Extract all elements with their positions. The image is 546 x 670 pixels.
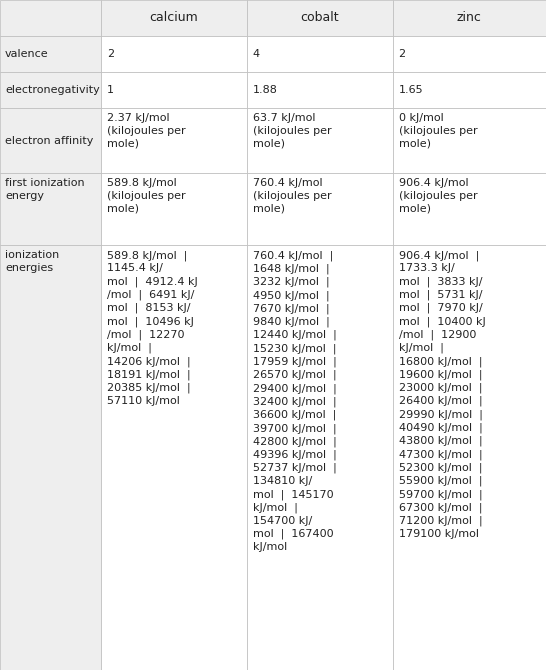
Text: 1.88: 1.88 [253, 85, 278, 95]
Bar [101, 174, 247, 245]
Bar [247, 0, 393, 36]
Bar [0, 0, 101, 36]
Bar [0, 108, 101, 174]
Bar [393, 72, 546, 108]
Text: 589.8 kJ/mol
(kilojoules per
mole): 589.8 kJ/mol (kilojoules per mole) [107, 178, 186, 214]
Bar [247, 72, 393, 108]
Text: ionization
energies: ionization energies [5, 250, 60, 273]
Text: 4: 4 [253, 49, 260, 59]
Text: valence: valence [5, 49, 49, 59]
Bar [247, 36, 393, 72]
Text: 63.7 kJ/mol
(kilojoules per
mole): 63.7 kJ/mol (kilojoules per mole) [253, 113, 331, 148]
Bar [247, 108, 393, 174]
Bar [0, 174, 101, 245]
Text: electron affinity: electron affinity [5, 135, 93, 145]
Bar [0, 36, 101, 72]
Text: 1: 1 [107, 85, 114, 95]
Bar [0, 245, 101, 670]
Text: 2: 2 [107, 49, 114, 59]
Bar [0, 72, 101, 108]
Bar [247, 174, 393, 245]
Text: 2: 2 [399, 49, 406, 59]
Bar [101, 72, 247, 108]
Bar [393, 108, 546, 174]
Text: 760.4 kJ/mol
(kilojoules per
mole): 760.4 kJ/mol (kilojoules per mole) [253, 178, 331, 214]
Text: cobalt: cobalt [300, 11, 339, 25]
Text: 2.37 kJ/mol
(kilojoules per
mole): 2.37 kJ/mol (kilojoules per mole) [107, 113, 186, 148]
Text: 906.4 kJ/mol  |
1733.3 kJ/
mol  |  3833 kJ/
mol  |  5731 kJ/
mol  |  7970 kJ/
mo: 906.4 kJ/mol | 1733.3 kJ/ mol | 3833 kJ/… [399, 250, 485, 539]
Text: calcium: calcium [150, 11, 198, 25]
Text: first ionization
energy: first ionization energy [5, 178, 85, 201]
Bar [393, 245, 546, 670]
Bar [101, 245, 247, 670]
Bar [101, 36, 247, 72]
Text: 760.4 kJ/mol  |
1648 kJ/mol  |
3232 kJ/mol  |
4950 kJ/mol  |
7670 kJ/mol  |
9840: 760.4 kJ/mol | 1648 kJ/mol | 3232 kJ/mol… [253, 250, 336, 552]
Bar [101, 108, 247, 174]
Text: 0 kJ/mol
(kilojoules per
mole): 0 kJ/mol (kilojoules per mole) [399, 113, 477, 148]
Text: electronegativity: electronegativity [5, 85, 100, 95]
Text: 589.8 kJ/mol  |
1145.4 kJ/
mol  |  4912.4 kJ
/mol  |  6491 kJ/
mol  |  8153 kJ/
: 589.8 kJ/mol | 1145.4 kJ/ mol | 4912.4 k… [107, 250, 198, 406]
Bar [393, 36, 546, 72]
Text: 1.65: 1.65 [399, 85, 423, 95]
Bar [393, 0, 546, 36]
Text: 906.4 kJ/mol
(kilojoules per
mole): 906.4 kJ/mol (kilojoules per mole) [399, 178, 477, 214]
Bar [101, 0, 247, 36]
Bar [247, 245, 393, 670]
Bar [393, 174, 546, 245]
Text: zinc: zinc [457, 11, 482, 25]
